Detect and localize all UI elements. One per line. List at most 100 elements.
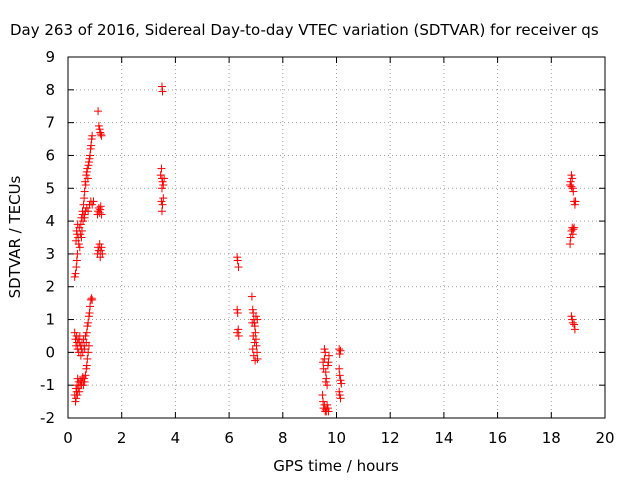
data-point xyxy=(81,331,90,340)
data-point xyxy=(336,376,345,385)
data-point xyxy=(96,130,105,139)
data-point xyxy=(566,240,575,249)
data-point xyxy=(159,180,168,189)
data-point xyxy=(337,379,346,388)
data-point xyxy=(80,345,89,354)
data-point xyxy=(85,308,94,317)
data-point xyxy=(80,213,89,222)
data-point xyxy=(78,210,87,219)
data-point xyxy=(80,187,89,196)
grid-lines xyxy=(68,57,605,418)
data-point xyxy=(571,197,580,206)
data-point xyxy=(81,180,90,189)
data-point xyxy=(569,187,578,196)
axis-ticks xyxy=(67,56,606,419)
x-tick-label: 18 xyxy=(542,429,561,447)
data-point xyxy=(568,184,577,193)
y-tick-label: 7 xyxy=(45,114,55,132)
data-point xyxy=(74,240,83,249)
data-point xyxy=(336,394,345,403)
data-point xyxy=(318,391,327,400)
data-point xyxy=(568,174,577,183)
data-point xyxy=(97,210,106,219)
data-point xyxy=(86,151,95,160)
data-point xyxy=(568,315,577,324)
data-point xyxy=(253,348,262,357)
data-point xyxy=(234,263,243,272)
data-point xyxy=(321,348,330,357)
data-point xyxy=(568,318,577,327)
chart-title: Day 263 of 2016, Sidereal Day-to-day VTE… xyxy=(10,21,599,39)
data-point xyxy=(84,348,93,357)
data-point xyxy=(94,203,103,212)
y-tick-label: 6 xyxy=(45,146,55,164)
data-point xyxy=(80,194,89,203)
data-point xyxy=(96,128,105,137)
data-point xyxy=(160,174,169,183)
data-point xyxy=(82,167,91,176)
data-point xyxy=(95,125,104,134)
data-point xyxy=(321,377,330,386)
data-point xyxy=(95,208,104,217)
data-point xyxy=(80,374,89,383)
data-point xyxy=(570,223,579,232)
x-tick-label: 14 xyxy=(434,429,453,447)
data-point xyxy=(89,197,98,206)
data-point xyxy=(159,194,168,203)
data-point xyxy=(157,184,166,193)
data-point xyxy=(323,361,332,370)
data-point xyxy=(98,249,107,258)
data-point xyxy=(94,107,103,116)
data-point xyxy=(336,346,345,355)
data-point xyxy=(70,328,79,337)
data-point xyxy=(324,407,333,416)
data-point xyxy=(335,391,344,400)
x-tick-label: 20 xyxy=(595,429,614,447)
y-tick-labels: -2 -1 0 1 2 3 4 5 6 7 8 9 xyxy=(40,48,55,427)
data-point xyxy=(233,308,242,317)
data-point xyxy=(84,161,93,170)
data-point xyxy=(82,364,91,373)
data-point xyxy=(324,351,333,360)
data-point xyxy=(567,182,576,191)
data-point xyxy=(88,295,97,304)
data-point xyxy=(320,354,329,363)
data-point xyxy=(82,328,91,337)
data-point xyxy=(157,207,166,216)
y-tick-label: 4 xyxy=(45,212,55,230)
data-point xyxy=(84,158,93,167)
data-point xyxy=(73,249,82,258)
data-point xyxy=(96,246,105,255)
data-point xyxy=(570,320,579,329)
data-point xyxy=(335,387,344,396)
data-point xyxy=(84,312,93,321)
data-point xyxy=(72,394,81,403)
data-point xyxy=(94,121,103,130)
data-point xyxy=(157,197,166,206)
data-point xyxy=(72,384,81,393)
data-point xyxy=(86,144,95,153)
data-point xyxy=(88,131,97,140)
data-point xyxy=(71,397,80,406)
data-point xyxy=(249,331,258,340)
data-point xyxy=(567,171,576,180)
data-point xyxy=(84,207,93,216)
data-point xyxy=(322,374,331,383)
data-point xyxy=(568,230,577,239)
data-point xyxy=(96,253,105,262)
data-point xyxy=(233,305,242,314)
data-point xyxy=(248,318,257,327)
y-axis-label: SDTVAR / TECUs xyxy=(6,175,24,298)
data-point xyxy=(96,205,105,214)
data-point xyxy=(80,377,89,386)
y-tick-label: 8 xyxy=(45,81,55,99)
data-point xyxy=(77,233,86,242)
x-tick-labels: 0 2 4 6 8 10 12 14 16 18 20 xyxy=(63,429,614,447)
data-point xyxy=(323,381,332,390)
data-point xyxy=(70,272,79,281)
data-point xyxy=(84,341,93,350)
data-point xyxy=(247,292,256,301)
data-point xyxy=(234,325,243,334)
y-tick-label: -2 xyxy=(40,409,55,427)
x-tick-label: 2 xyxy=(117,429,127,447)
